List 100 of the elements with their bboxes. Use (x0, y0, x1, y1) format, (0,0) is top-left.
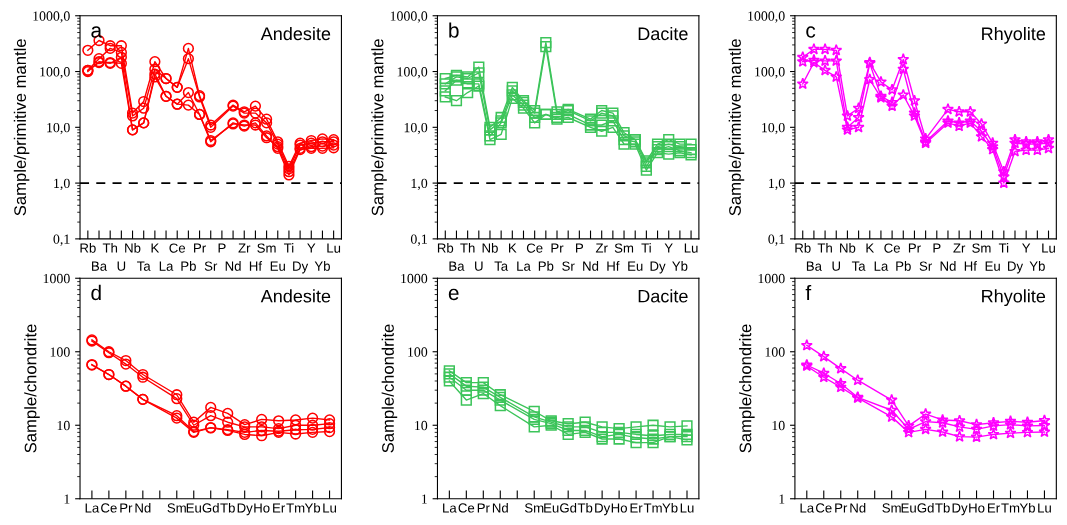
x-tick-label: Pb (896, 261, 911, 271)
x-tick-label: Yb (1019, 502, 1035, 513)
x-tick-label: Dy (952, 503, 968, 516)
y-axis-title: Sample/primitive mantle (13, 39, 30, 216)
x-tick-label: Lu (684, 243, 698, 253)
annotation: Dacite (638, 289, 688, 303)
x-tick-label: Ho (254, 503, 270, 513)
x-tick-label: Ce (458, 503, 475, 513)
x-tick-label: Lu (327, 243, 341, 253)
y-axis-title: Sample/primitive mantle (728, 39, 745, 216)
x-tick-label: Ce (816, 503, 832, 513)
y-tick-label: 1 (422, 494, 427, 504)
x-tick-label: Y (664, 243, 673, 253)
x-tick-label: Dy (1008, 261, 1024, 274)
x-tick-label: Ti (998, 243, 1009, 253)
y-tick-label: 100,0 (40, 67, 70, 79)
x-tick-label: Th (817, 243, 832, 253)
annotation: b (449, 22, 459, 38)
x-tick-label: K (866, 243, 875, 253)
x-tick-label: K (151, 243, 160, 253)
x-tick-label: Eu (901, 503, 916, 513)
x-tick-label: Ta (494, 261, 509, 271)
y-tick-label: 1 (64, 494, 70, 504)
y-tick-label: 1000 (758, 273, 785, 284)
annotation: a (91, 26, 103, 38)
x-tick-label: P (218, 243, 226, 253)
x-tick-label: Ce (101, 503, 117, 513)
x-tick-label: Eu (186, 503, 201, 513)
annotation: Andesite (260, 26, 331, 41)
x-tick-label: Gd (917, 502, 934, 513)
x-tick-label: Hf (964, 261, 977, 271)
x-tick-label: Ce (884, 243, 900, 253)
annotation: c (806, 26, 816, 38)
x-tick-label: Pb (181, 261, 196, 271)
x-tick-label: Lu (1038, 503, 1051, 513)
x-tick-label: Dy (595, 503, 611, 516)
x-tick-label: Ba (92, 261, 108, 271)
x-tick-label: Rb (437, 243, 454, 253)
annotation: Andesite (260, 289, 331, 303)
x-tick-label: Lu (1042, 243, 1055, 253)
y-axis-title: Sample/chondrite (739, 324, 755, 453)
x-tick-label: Sr (204, 261, 218, 271)
y-tick-label: 100 (408, 347, 428, 357)
x-tick-label: Hf (249, 261, 263, 271)
x-tick-label: P (933, 243, 941, 253)
x-tick-label: Yb (662, 502, 678, 513)
x-tick-label: Nb (482, 243, 498, 253)
x-tick-label: Eu (985, 261, 1000, 271)
x-tick-label: Tb (220, 502, 235, 513)
y-tick-label: 1000,0 (390, 11, 428, 23)
x-tick-label: Gd (202, 502, 219, 513)
x-tick-label: Pr (908, 243, 921, 253)
x-tick-label: Zr (238, 243, 251, 253)
x-tick-label: Nd (940, 261, 956, 271)
x-tick-label: Yb (304, 502, 321, 513)
y-tick-label: 10,0 (762, 122, 785, 135)
x-tick-label: Rb (80, 243, 96, 253)
annotation: Rhyolite (982, 289, 1046, 307)
x-tick-label: La (800, 503, 815, 513)
x-tick-label: Pb (538, 261, 554, 271)
y-tick-label: 10 (772, 420, 785, 431)
x-tick-label: Dy (293, 261, 309, 274)
annotation: f (805, 284, 812, 300)
y-axis-title: Sample/chondrite (381, 324, 398, 453)
x-tick-label: Nd (492, 502, 508, 513)
y-tick-label: 1000,0 (33, 11, 70, 23)
x-tick-label: Nd (583, 261, 599, 271)
y-tick-label: 0,1 (53, 234, 70, 246)
y-tick-label: 1,0 (769, 178, 785, 191)
x-tick-label: Hf (607, 261, 620, 271)
y-axis-title: Sample/chondrite (24, 324, 40, 453)
x-tick-label: Er (273, 503, 286, 513)
x-tick-label: Tb (935, 502, 950, 513)
x-tick-label: Eu (270, 261, 285, 271)
x-tick-label: Eu (628, 261, 643, 271)
x-tick-label: Tm (643, 503, 662, 513)
x-tick-label: Rb (795, 243, 811, 253)
x-tick-label: Eu (544, 503, 559, 513)
x-tick-label: Tm (286, 503, 305, 513)
x-tick-label: Pr (551, 243, 564, 253)
x-tick-label: Y (1022, 243, 1031, 253)
x-tick-label: Sm (972, 243, 991, 253)
x-tick-label: La (874, 261, 889, 271)
y-tick-label: 10,0 (47, 122, 70, 135)
x-tick-label: Ti (641, 243, 651, 253)
x-tick-label: K (509, 243, 517, 253)
x-tick-label: Ta (137, 261, 151, 271)
annotation: Dacite (638, 26, 688, 41)
x-tick-label: U (832, 261, 840, 271)
x-tick-label: Yb (1029, 261, 1045, 271)
x-tick-label: La (517, 261, 531, 271)
x-tick-label: Zr (595, 243, 608, 253)
x-tick-label: Zr (953, 243, 966, 253)
x-tick-label: Sm (524, 503, 544, 513)
y-tick-label: 1000,0 (748, 11, 785, 23)
x-tick-label: Ta (851, 261, 866, 271)
x-tick-label: La (85, 503, 100, 513)
x-tick-label: Nb (125, 243, 141, 253)
x-tick-label: Ba (449, 261, 465, 271)
x-tick-label: Pr (835, 503, 848, 513)
